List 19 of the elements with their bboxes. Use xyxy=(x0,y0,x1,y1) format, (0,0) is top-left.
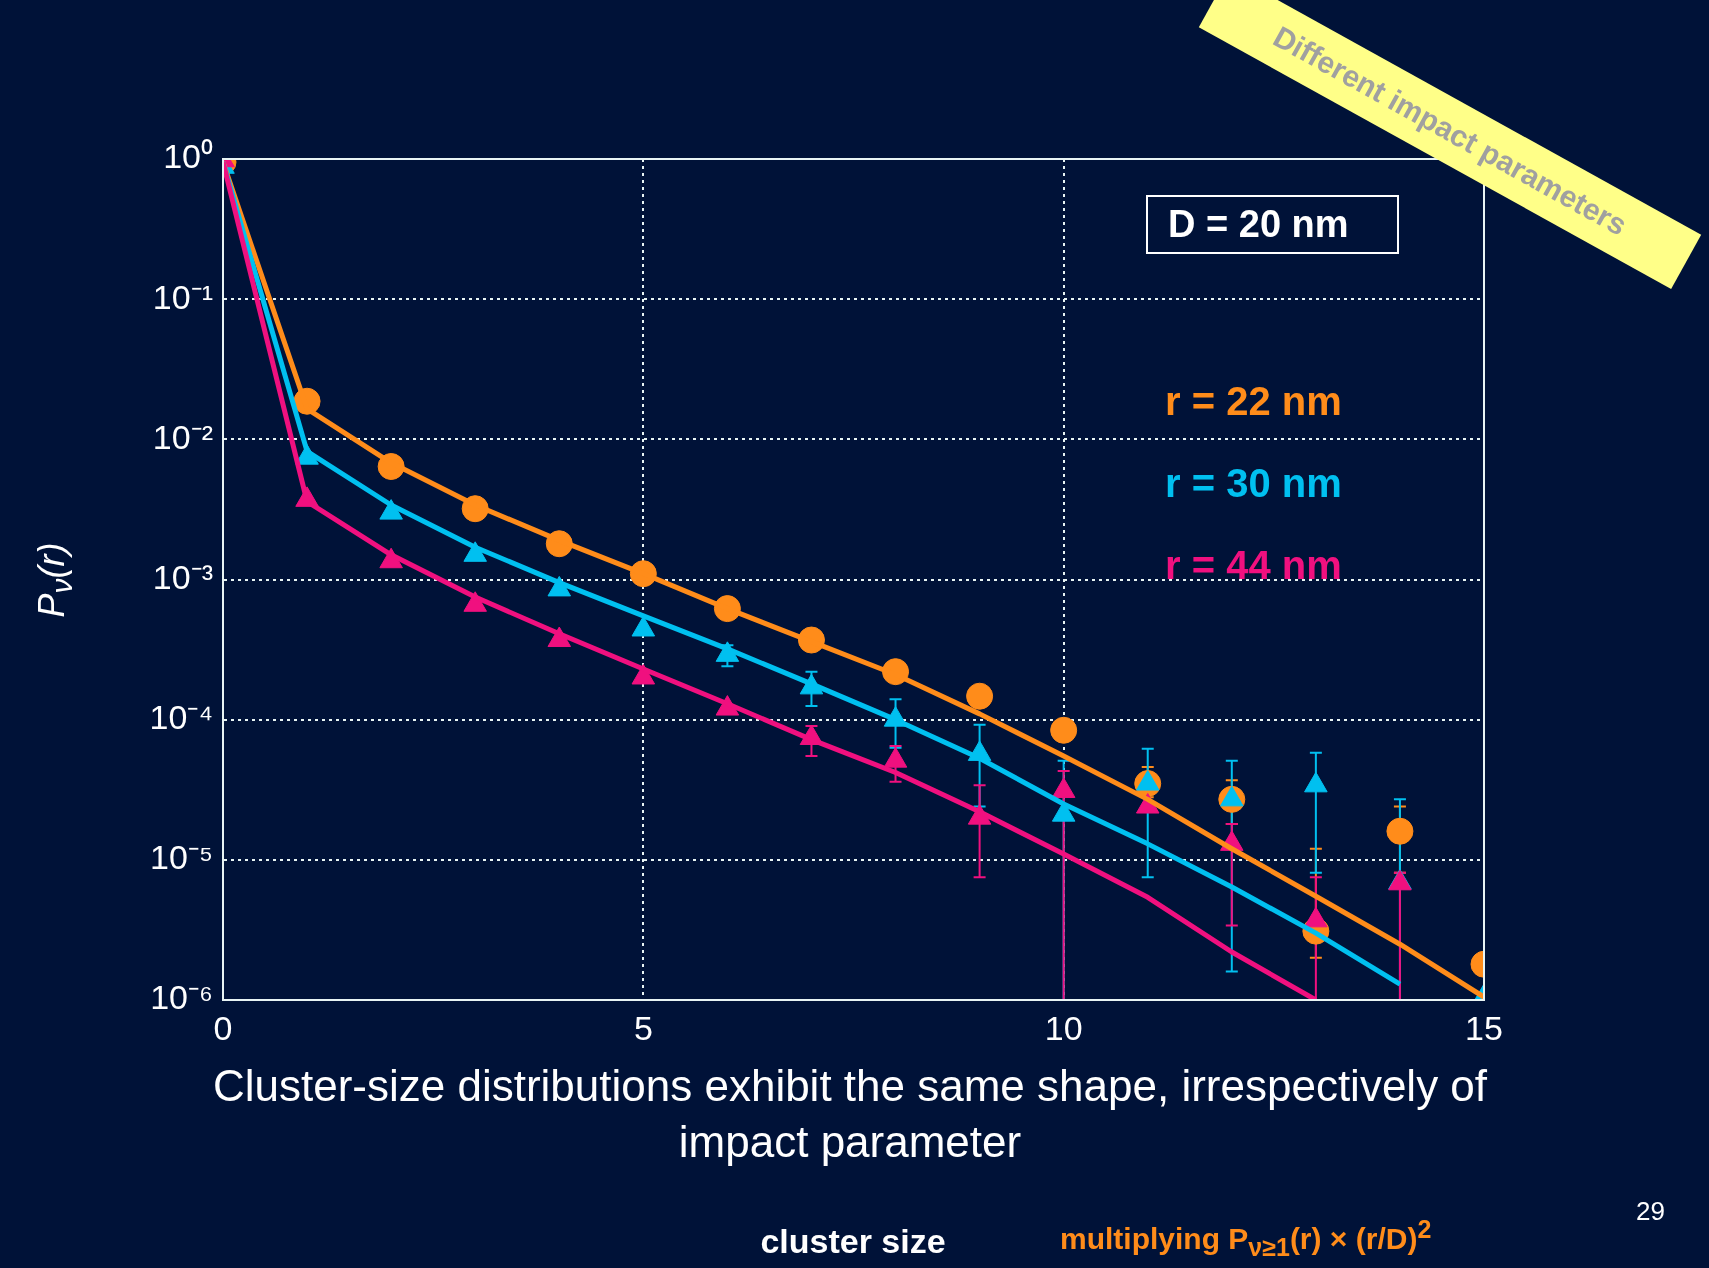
annotation: D = 20 nm xyxy=(1146,195,1399,254)
text: r = 30 nm xyxy=(1165,460,1342,507)
x-tick-label: 0 xyxy=(213,1008,233,1047)
x-tick-label: 15 xyxy=(1465,1008,1503,1047)
y-tick-label: 10⁻¹ xyxy=(152,277,213,316)
y-tick-label: 10⁰ xyxy=(163,137,213,176)
text: Cluster-size distributions exhibit the same shape, irrespectively of impact parameter xyxy=(211,1060,1489,1168)
y-tick-label: 10⁻⁶ xyxy=(150,978,213,1017)
text: 29 xyxy=(1636,1196,1665,1227)
x-tick-label: 5 xyxy=(633,1008,653,1047)
text: cluster size xyxy=(760,1222,946,1261)
x-tick-label: 10 xyxy=(1044,1008,1083,1047)
y-tick-label: 10⁻⁴ xyxy=(149,698,213,737)
text: multiplying P$_{ν≥1}$(r) × (r/D)$^{2}$ xyxy=(1060,1215,1432,1262)
text: r = 22 nm xyxy=(1165,378,1342,425)
y-tick-label: 10⁻⁵ xyxy=(150,838,213,877)
text: r = 44 nm xyxy=(1165,542,1342,589)
y-tick-label: 10⁻³ xyxy=(152,557,213,596)
y-tick-label: 10⁻² xyxy=(152,417,213,456)
